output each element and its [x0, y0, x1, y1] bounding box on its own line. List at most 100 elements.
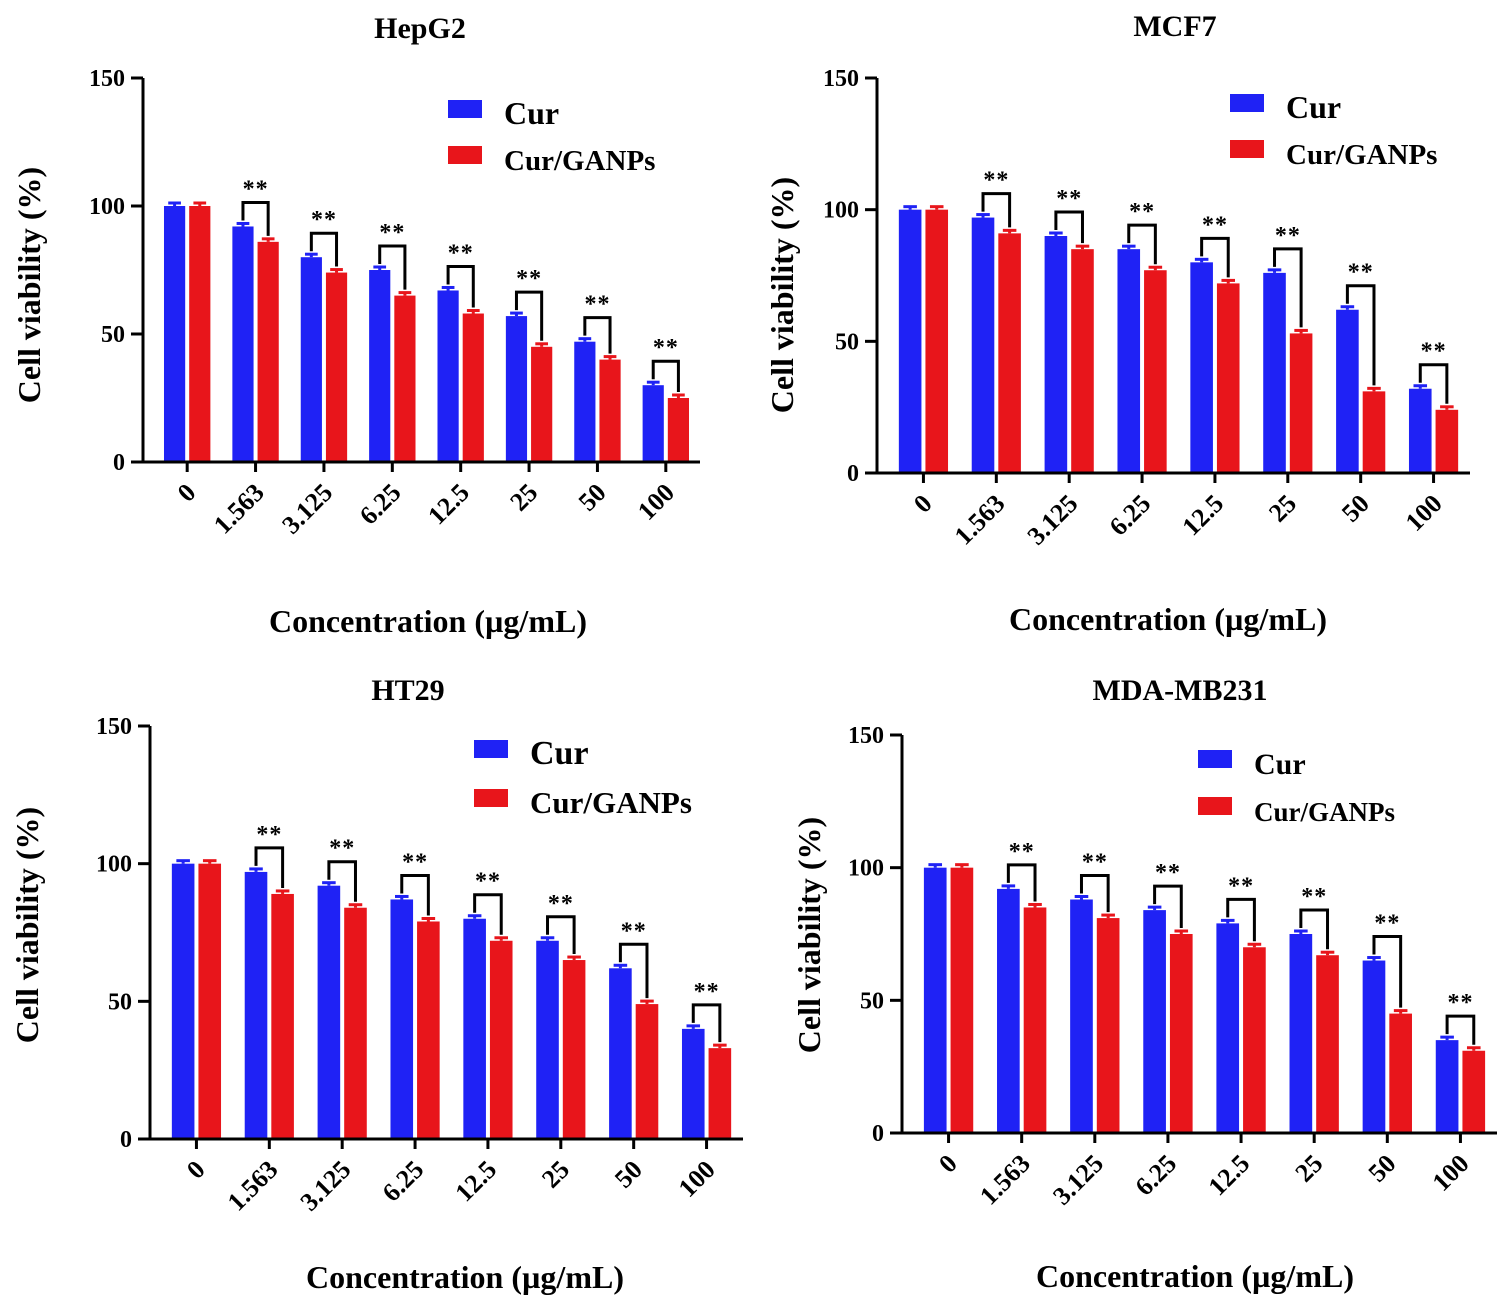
significance-label: **: [516, 266, 542, 292]
bar: [1435, 1040, 1459, 1133]
significance-bracket: [618, 942, 649, 999]
chart-title: HepG2: [374, 12, 466, 45]
bar: [708, 1048, 732, 1139]
bar: [300, 257, 322, 462]
y-axis-label: Cell viability (%): [791, 817, 827, 1053]
x-tick-label: 1.563: [974, 1149, 1036, 1211]
significance-bracket: [1200, 236, 1230, 278]
bar: [244, 871, 268, 1139]
significance-bracket: [546, 915, 576, 955]
bar: [369, 270, 391, 462]
significance-bracket: [1153, 884, 1183, 928]
bar: [1435, 409, 1459, 473]
y-tick-label: 150: [848, 723, 884, 749]
y-tick-label: 0: [847, 461, 859, 487]
x-tick-label: 100: [1427, 1149, 1475, 1197]
bar: [667, 398, 690, 462]
bar: [1044, 236, 1068, 473]
significance-label: **: [1009, 839, 1035, 865]
significance-label: **: [548, 891, 574, 917]
significance-label: **: [379, 220, 405, 246]
legend-label: Cur: [504, 95, 559, 131]
bar: [1263, 272, 1286, 473]
bar: [198, 863, 222, 1139]
y-tick-label: 150: [823, 66, 859, 92]
x-tick-label: 100: [632, 478, 680, 526]
bar: [317, 885, 341, 1139]
significance-bracket: [981, 192, 1012, 228]
bar: [1336, 309, 1359, 473]
significance-label: **: [1202, 212, 1228, 238]
x-axis-label: Concentration (µg/mL): [306, 1259, 624, 1295]
bar: [189, 206, 211, 462]
bar: [325, 272, 348, 462]
chart-panel-2: HT29 Cell viability (%) Concentration (µg/…: [9, 674, 743, 1295]
bar: [271, 893, 294, 1139]
bar: [1462, 1050, 1486, 1133]
significance-bracket: [1418, 363, 1449, 404]
x-tick-label: 100: [673, 1155, 721, 1203]
bar: [462, 313, 484, 462]
significance-label: **: [1056, 186, 1082, 212]
significance-bracket: [1054, 210, 1084, 244]
y-axis-label: Cell viability (%): [9, 807, 45, 1043]
x-tick-label: 6.25: [1104, 489, 1157, 542]
significance-label: **: [1348, 260, 1374, 286]
x-tick-label: 3.125: [276, 478, 338, 540]
x-axis-label: Concentration (µg/mL): [1009, 601, 1327, 637]
legend-label: Cur: [530, 735, 589, 772]
significance-bracket: [1127, 223, 1157, 265]
legend-swatch: [448, 100, 482, 118]
significance-bracket: [1299, 908, 1330, 950]
significance-bracket: [1273, 247, 1303, 328]
bar: [1143, 910, 1166, 1133]
significance-bracket: [651, 359, 680, 392]
bar: [681, 1028, 705, 1139]
chart-panel-0: HepG2 Cell viability (%) Concentration (µg…: [11, 12, 700, 639]
significance-label: **: [448, 240, 474, 266]
y-tick-label: 100: [89, 194, 125, 220]
x-tick-label: 1.563: [208, 478, 270, 540]
y-tick-label: 0: [120, 1127, 132, 1153]
x-tick-label: 0: [172, 478, 202, 508]
bar: [1289, 333, 1313, 473]
significance-bracket: [1079, 874, 1110, 913]
legend-swatch: [474, 789, 508, 807]
significance-label: **: [475, 869, 501, 895]
bar: [997, 888, 1020, 1133]
x-axis-label: Concentration (µg/mL): [269, 603, 587, 639]
bar: [1362, 391, 1386, 473]
significance-label: **: [256, 822, 282, 848]
y-tick-label: 100: [823, 198, 859, 224]
significance-bracket: [514, 290, 544, 341]
significance-label: **: [1447, 990, 1473, 1016]
legend-label: Cur/GANPs: [504, 145, 655, 177]
bar: [599, 359, 621, 462]
bar: [642, 385, 664, 462]
bar: [163, 206, 186, 462]
bar: [562, 960, 586, 1139]
bar: [998, 233, 1021, 473]
significance-label: **: [1374, 911, 1400, 937]
bar: [971, 217, 995, 473]
bar: [923, 867, 947, 1133]
significance-bracket: [691, 1003, 722, 1043]
x-tick-label: 25: [1263, 489, 1302, 528]
y-tick-label: 50: [860, 988, 884, 1014]
significance-label: **: [1082, 850, 1108, 876]
significance-bracket: [400, 873, 430, 916]
bar: [390, 899, 414, 1139]
legend-swatch: [1230, 140, 1264, 158]
significance-label: **: [694, 979, 720, 1005]
x-tick-label: 3.125: [295, 1155, 357, 1217]
x-tick-label: 50: [1363, 1149, 1402, 1188]
significance-bracket: [1372, 935, 1403, 1008]
bar: [536, 940, 559, 1139]
y-axis-label: Cell viability (%): [11, 167, 47, 403]
significance-label: **: [243, 176, 269, 202]
bar: [1070, 899, 1093, 1133]
bar: [1096, 918, 1120, 1133]
x-tick-label: 50: [609, 1155, 648, 1194]
bar: [1408, 388, 1432, 473]
bar: [344, 907, 367, 1139]
